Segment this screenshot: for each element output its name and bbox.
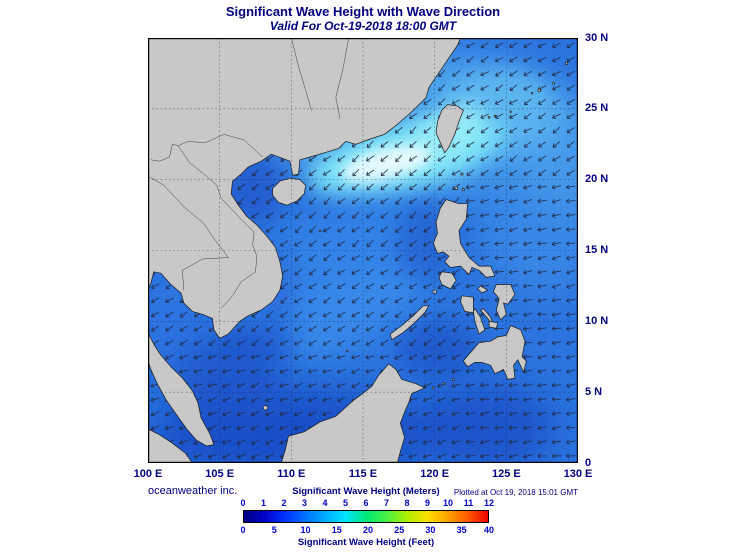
lon-tick-label: 125 E	[491, 468, 521, 480]
lat-tick-label: 5 N	[585, 385, 603, 398]
colorbar-meters-ticks: 0 1 2 3 4 5 6 7 8 9 10 11 12	[240, 498, 494, 508]
wave-height-map	[148, 38, 578, 463]
lon-tick-label: 105 E	[205, 468, 235, 480]
meters-tick-value: 9	[424, 498, 431, 508]
plotted-timestamp: Plotted at Oct 19, 2018 15:01 GMT	[453, 488, 578, 497]
meters-tick-value: 10	[442, 498, 454, 508]
colorbar-feet-ticks: 0 5 10 15 20 25 30 35 40	[240, 525, 494, 535]
graticule	[148, 38, 578, 463]
lon-tick-label: 120 E	[420, 468, 450, 480]
colorbar-gradient	[243, 510, 489, 523]
chart-title: Significant Wave Height with Wave Direct…	[225, 4, 501, 19]
lon-tick-label: 130 E	[563, 468, 593, 480]
political-borders	[149, 38, 349, 309]
meters-tick-value: 7	[383, 498, 390, 508]
feet-tick-value: 0	[240, 525, 246, 535]
feet-tick-value: 5	[271, 525, 277, 535]
lat-tick-label: 20 N	[585, 173, 609, 186]
lat-tick-label: 15 N	[585, 244, 609, 256]
feet-tick-value: 15	[331, 525, 342, 535]
meters-tick-value: 2	[281, 498, 287, 508]
feet-tick-value: 10	[300, 525, 311, 535]
lon-tick-label: 115 E	[348, 468, 378, 480]
meters-tick-value: 12	[483, 498, 495, 508]
lat-tick-label: 30 N	[585, 31, 609, 44]
colorbar-title-meters: Significant Wave Height (Meters)	[292, 486, 440, 497]
lon-tick-label: 100 E	[133, 468, 163, 480]
provider-credit: oceanweather inc.	[148, 485, 238, 497]
feet-tick-value: 20	[362, 525, 373, 535]
map-layers	[148, 38, 578, 463]
meters-tick-value: 8	[404, 498, 410, 508]
map-frame	[148, 38, 578, 463]
chart-subtitle: Valid For Oct-19-2018 18:00 GMT	[269, 19, 457, 33]
meters-tick-value: 0	[240, 498, 246, 508]
lat-tick-label: 0	[585, 456, 592, 469]
feet-tick-value: 40	[483, 525, 495, 535]
feet-tick-value: 35	[456, 525, 467, 535]
feet-tick-value: 30	[425, 525, 436, 535]
meters-tick-value: 11	[463, 498, 474, 508]
lon-tick-label: 110 E	[277, 468, 306, 480]
meters-tick-value: 5	[342, 498, 349, 508]
lat-tick-label: 25 N	[585, 102, 609, 115]
meters-tick-value: 3	[301, 498, 308, 508]
lat-tick-label: 10 N	[585, 314, 609, 327]
land-masses	[148, 38, 569, 463]
meters-tick-value: 6	[363, 498, 369, 508]
meters-tick-value: 1	[260, 498, 267, 508]
meters-tick-value: 4	[322, 498, 328, 508]
colorbar-title-feet: Significant Wave Height (Feet)	[297, 537, 435, 548]
feet-tick-value: 25	[394, 525, 405, 535]
